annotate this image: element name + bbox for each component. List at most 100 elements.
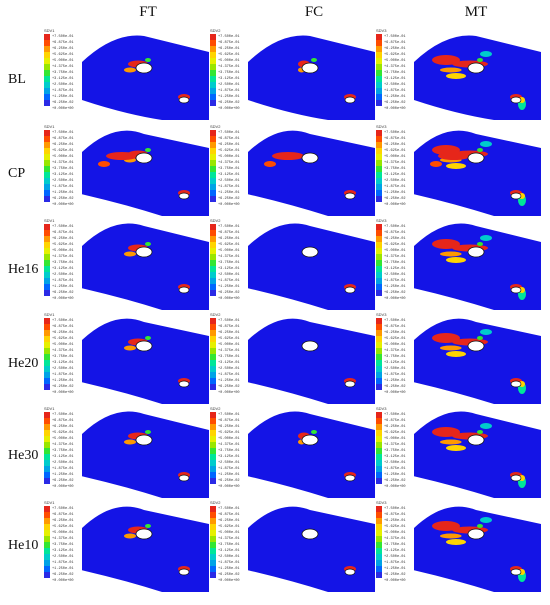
legend-color-bar [210, 130, 216, 202]
legend-swatch [376, 224, 382, 230]
legend-tick-label: +0.000e+00 [384, 107, 406, 111]
legend-tick-label: +5.625e-01 [52, 243, 74, 247]
legend-tick-label: +2.500e-01 [52, 179, 74, 183]
panel-he10-ft: SDV1 +7.500e-01 +6.875e-01 +6.250e-01 +5.625… [44, 494, 209, 592]
legend-swatch [376, 284, 382, 290]
legend-swatch [376, 166, 382, 172]
legend-swatch [44, 58, 50, 64]
legend-swatch [44, 64, 50, 70]
legend-tick-label: +7.500e-01 [384, 507, 406, 511]
legend-swatch [210, 100, 216, 106]
legend-tick-label: +6.875e-01 [52, 513, 74, 517]
legend-swatch [44, 518, 50, 524]
legend-tick-label: +6.250e-01 [384, 519, 406, 523]
legend-tick-label: +5.625e-01 [384, 149, 406, 153]
legend-swatch [376, 348, 382, 354]
legend-tick-label: +6.875e-01 [384, 137, 406, 141]
legend-tick-label: +5.000e-01 [384, 437, 406, 441]
legend-color-bar [376, 130, 382, 202]
secondary-hole [510, 380, 522, 388]
legend-swatch [376, 442, 382, 448]
legend-swatch [210, 460, 216, 466]
legend-swatch [210, 52, 216, 58]
deformed-plate-plot [414, 223, 541, 310]
legend-tick-label: +6.250e-01 [384, 143, 406, 147]
deformed-plate-plot [248, 35, 375, 120]
legend-color-bar [44, 412, 50, 484]
legend-tick-label: +1.875e-01 [384, 89, 406, 93]
legend-tick-label: +3.750e-01 [384, 167, 406, 171]
legend-tick-label: +3.750e-01 [52, 355, 74, 359]
damage-region [98, 161, 110, 167]
legend-tick-label: +5.625e-01 [218, 337, 240, 341]
damage-region [477, 336, 483, 340]
legend-swatch [44, 224, 50, 230]
legend-tick-label: +5.000e-01 [52, 249, 74, 253]
legend-tick-labels: +7.500e-01 +6.875e-01 +6.250e-01 +5.625e-01… [218, 506, 240, 584]
legend-swatch [210, 572, 216, 578]
damage-region [446, 539, 466, 545]
secondary-hole [510, 474, 522, 482]
central-hole [135, 434, 153, 446]
colorbar-legend: SDV2 +7.500e-01 +6.875e-01 +6.250e-01 +5.625… [210, 312, 254, 395]
row-label-bl: BL [8, 72, 26, 87]
panel-he20-ft: SDV1 +7.500e-01 +6.875e-01 +6.250e-01 +5.625… [44, 306, 209, 404]
legend-tick-label: +5.625e-01 [218, 243, 240, 247]
legend-tick-label: +2.500e-01 [52, 273, 74, 277]
legend-tick-label: +2.500e-01 [218, 555, 240, 559]
damage-region [272, 152, 304, 160]
legend-tick-labels: +7.500e-01 +6.875e-01 +6.250e-01 +5.625e-01… [52, 318, 74, 396]
panel-cp-mt: SDV3 +7.500e-01 +6.875e-01 +6.250e-01 +5.625… [376, 118, 541, 216]
damage-region [440, 439, 462, 445]
panel-bl-fc: SDV2 +7.500e-01 +6.875e-01 +6.250e-01 +5.625… [210, 22, 375, 120]
legend-swatch [376, 424, 382, 430]
legend-tick-label: +5.625e-01 [384, 337, 406, 341]
legend-tick-label: +6.875e-01 [218, 513, 240, 517]
legend-tick-label: +2.500e-01 [52, 555, 74, 559]
legend-title: SDV3 [376, 406, 387, 411]
legend-tick-label: +3.125e-01 [52, 361, 74, 365]
legend-swatch [210, 178, 216, 184]
legend-tick-label: +0.000e+00 [52, 391, 74, 395]
legend-tick-label: +6.875e-01 [384, 231, 406, 235]
legend-tick-label: +0.000e+00 [218, 107, 240, 111]
colorbar-legend: SDV1 +7.500e-01 +6.875e-01 +6.250e-01 +5.625… [44, 406, 88, 489]
legend-title: SDV3 [376, 28, 387, 33]
legend-tick-label: +5.000e-01 [384, 59, 406, 63]
legend-swatch [376, 148, 382, 154]
colorbar-legend: SDV2 +7.500e-01 +6.875e-01 +6.250e-01 +5.625… [210, 124, 254, 207]
composite-plate-surface [82, 411, 209, 498]
legend-color-bar [210, 318, 216, 390]
legend-swatch [376, 554, 382, 560]
legend-swatch [44, 536, 50, 542]
legend-swatch [376, 88, 382, 94]
legend-swatch [210, 230, 216, 236]
row-label-he20: He20 [8, 356, 39, 371]
legend-swatch [376, 266, 382, 272]
legend-swatch [210, 236, 216, 242]
central-hole [467, 62, 485, 74]
legend-swatch [44, 230, 50, 236]
central-hole [135, 528, 153, 540]
legend-swatch [210, 190, 216, 196]
legend-tick-label: +0.000e+00 [52, 579, 74, 583]
legend-swatch [210, 172, 216, 178]
legend-title: SDV2 [210, 218, 221, 223]
legend-tick-label: +4.375e-01 [52, 161, 74, 165]
legend-tick-label: +5.000e-01 [52, 155, 74, 159]
central-hole [301, 340, 319, 352]
colorbar-legend: SDV3 +7.500e-01 +6.875e-01 +6.250e-01 +5.625… [376, 124, 420, 207]
legend-swatch [44, 272, 50, 278]
legend-color-bar [376, 506, 382, 578]
legend-swatch [210, 372, 216, 378]
legend-tick-label: +7.500e-01 [384, 131, 406, 135]
legend-tick-label: +5.000e-01 [218, 343, 240, 347]
legend-tick-label: +4.375e-01 [384, 349, 406, 353]
legend-swatch [44, 472, 50, 478]
legend-swatch [44, 34, 50, 40]
legend-tick-label: +1.875e-01 [218, 89, 240, 93]
deformed-plate-plot [248, 506, 375, 592]
legend-tick-label: +0.000e+00 [52, 203, 74, 207]
legend-swatch [210, 560, 216, 566]
legend-tick-label: +2.500e-01 [218, 179, 240, 183]
